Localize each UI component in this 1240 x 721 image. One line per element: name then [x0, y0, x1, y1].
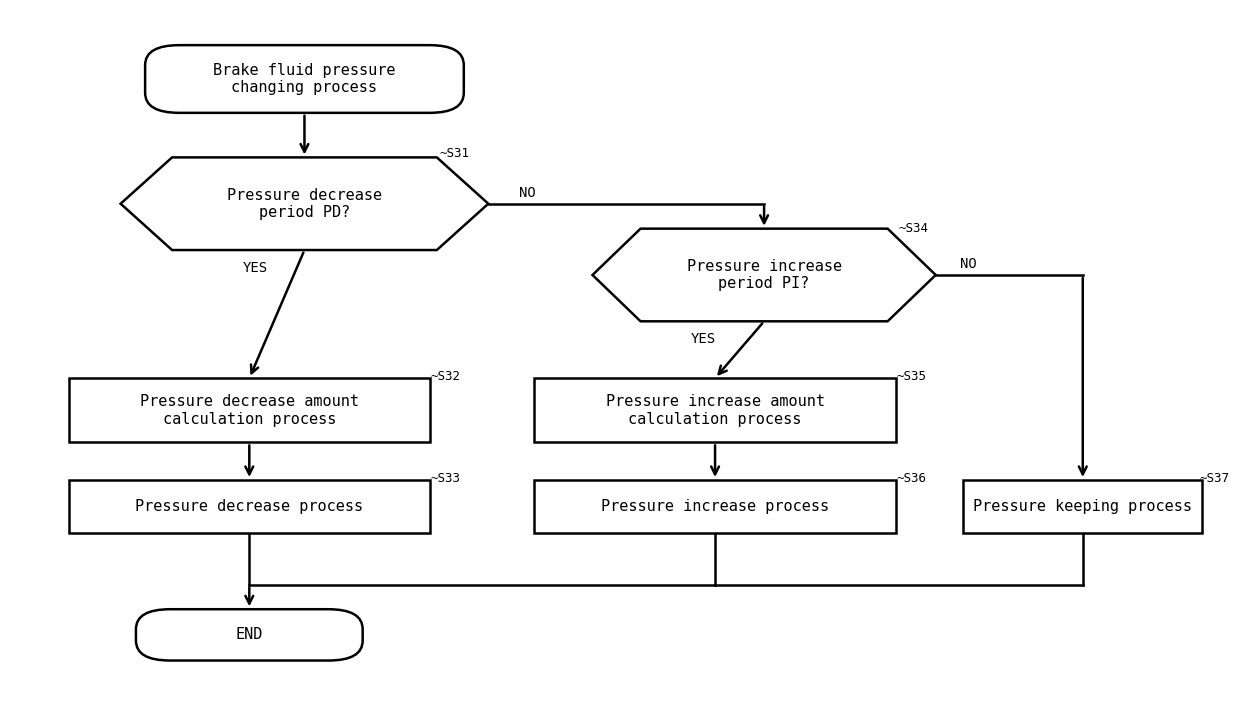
- Text: Pressure decrease process: Pressure decrease process: [135, 499, 363, 514]
- Text: Pressure decrease amount
calculation process: Pressure decrease amount calculation pro…: [140, 394, 358, 427]
- Text: ~S31: ~S31: [439, 147, 469, 160]
- Text: NO: NO: [520, 186, 536, 200]
- Text: ~S36: ~S36: [897, 472, 926, 485]
- Text: YES: YES: [243, 261, 268, 275]
- Bar: [68, 379, 430, 443]
- Text: END: END: [236, 627, 263, 642]
- FancyBboxPatch shape: [136, 609, 362, 660]
- Polygon shape: [120, 157, 489, 250]
- Text: Pressure keeping process: Pressure keeping process: [973, 499, 1193, 514]
- Text: ~S34: ~S34: [899, 222, 929, 235]
- Bar: [68, 480, 430, 534]
- Bar: [534, 480, 895, 534]
- Text: ~S35: ~S35: [897, 370, 926, 383]
- Text: Pressure increase
period PI?: Pressure increase period PI?: [687, 259, 842, 291]
- Text: Brake fluid pressure
changing process: Brake fluid pressure changing process: [213, 63, 396, 95]
- Text: ~S37: ~S37: [1199, 472, 1229, 485]
- Text: Pressure decrease
period PD?: Pressure decrease period PD?: [227, 187, 382, 220]
- Text: Pressure increase process: Pressure increase process: [601, 499, 830, 514]
- FancyBboxPatch shape: [145, 45, 464, 113]
- Text: YES: YES: [691, 332, 715, 346]
- Text: Pressure increase amount
calculation process: Pressure increase amount calculation pro…: [605, 394, 825, 427]
- Bar: [534, 379, 895, 443]
- Text: NO: NO: [960, 257, 977, 271]
- Polygon shape: [593, 229, 936, 322]
- Text: ~S33: ~S33: [430, 472, 461, 485]
- Text: ~S32: ~S32: [430, 370, 461, 383]
- Bar: [963, 480, 1203, 534]
